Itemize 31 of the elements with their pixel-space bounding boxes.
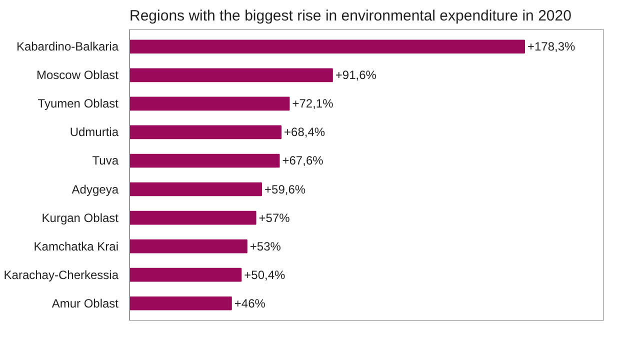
data-label: +53% — [250, 239, 282, 254]
y-tick-label: Tyumen Oblast — [38, 96, 120, 111]
data-label: +50,4% — [244, 268, 286, 282]
y-tick-label: Tuva — [92, 154, 119, 168]
data-label: +91,6% — [335, 68, 377, 82]
y-tick-label: Moscow Oblast — [36, 68, 120, 82]
y-tick-label: Udmurtia — [70, 125, 119, 140]
data-label: +59,6% — [264, 182, 306, 196]
data-label: +46% — [234, 296, 266, 310]
y-tick-label: Kurgan Oblast — [42, 210, 120, 225]
y-tick-label: Kamchatka Krai — [34, 239, 118, 254]
bar — [130, 125, 282, 140]
data-label: +178,3% — [528, 40, 576, 54]
y-tick-label: Kabardino-Balkaria — [16, 40, 119, 54]
y-tick-label: Amur Oblast — [52, 296, 120, 310]
y-tick-label: Karachay-Cherkessia — [4, 268, 119, 282]
chart-title: Regions with the biggest rise in environmental expenditure in 2020 — [130, 8, 572, 24]
bar — [130, 296, 232, 310]
y-tick-label: Adygeya — [72, 182, 119, 196]
data-label: +57% — [258, 210, 290, 225]
bar — [130, 96, 290, 111]
bar — [130, 210, 256, 225]
bar — [130, 154, 280, 168]
bar — [130, 182, 262, 196]
data-label: +72,1% — [292, 96, 334, 111]
bar — [130, 239, 248, 254]
data-label: +67,6% — [282, 154, 324, 168]
data-label: +68,4% — [284, 125, 326, 140]
bar — [130, 40, 525, 54]
bar — [130, 68, 333, 82]
bar — [130, 268, 242, 282]
